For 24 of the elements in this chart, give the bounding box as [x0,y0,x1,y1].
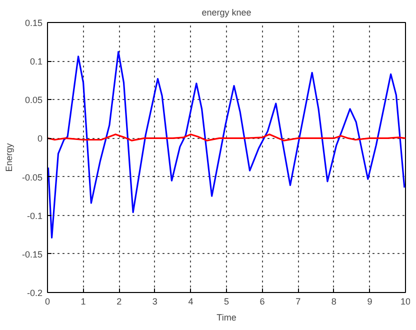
y-tick-label: 0.15 [24,18,43,28]
y-tick-label: -0.1 [26,210,43,221]
line-series [48,51,406,239]
y-axis-title: Energy [4,142,14,172]
line-series [48,134,406,142]
x-tick-label: 3 [152,296,158,306]
x-tick-label: 4 [188,296,194,306]
x-tick-label: 9 [367,296,372,306]
y-tick-label: -0.2 [26,288,43,298]
x-tick-label: 1 [80,296,86,306]
x-tick-label: 0 [44,296,50,306]
x-tick-label: 8 [331,296,336,306]
x-tick-label: 10 [400,296,411,306]
y-tick-label: 0 [37,134,43,144]
x-axis-title: Time [216,312,236,322]
y-tick-label: -0.05 [22,172,42,182]
x-tick-label: 6 [260,296,265,306]
x-tick-label: 2 [116,296,122,306]
chart-title: energy knee [202,8,252,18]
y-tick-label: -0.15 [22,249,42,260]
x-tick-label: 5 [224,296,230,306]
x-tick-label: 7 [296,296,301,306]
y-tick-label: 0.05 [24,95,43,106]
y-tick-label: 0.1 [30,56,43,67]
